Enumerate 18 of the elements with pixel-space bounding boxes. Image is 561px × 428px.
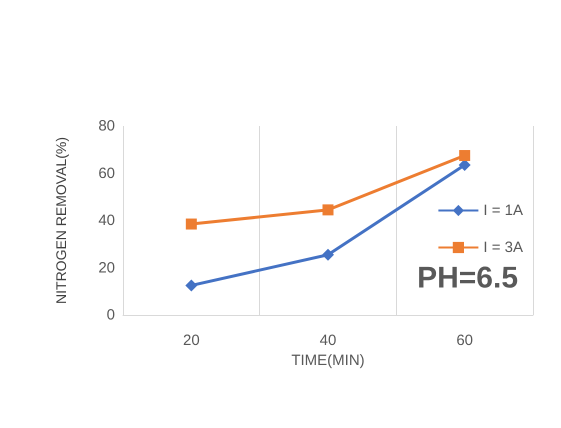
x-tick-label: 20: [182, 332, 200, 349]
legend-label: I = 3A: [483, 239, 523, 256]
x-axis-title: TIME(MIN): [291, 352, 365, 369]
annotation: PH=6.5: [417, 262, 518, 294]
x-tick-label: 40: [320, 332, 336, 349]
y-tick-label: 40: [98, 212, 115, 229]
y-tick-label: 0: [106, 306, 115, 324]
legend-label: I = 1A: [483, 202, 523, 219]
x-tick-label: 60: [456, 332, 474, 349]
point: [322, 248, 334, 261]
y-tick-label: 20: [98, 259, 115, 276]
y-axis-title: NITROGEN REMOVAL(%): [53, 137, 69, 304]
point: [186, 218, 197, 230]
y-tick-label: 60: [98, 164, 115, 182]
y-tick-label: 80: [98, 118, 115, 134]
point: [322, 204, 334, 216]
point: [459, 150, 470, 162]
point: [185, 279, 198, 292]
